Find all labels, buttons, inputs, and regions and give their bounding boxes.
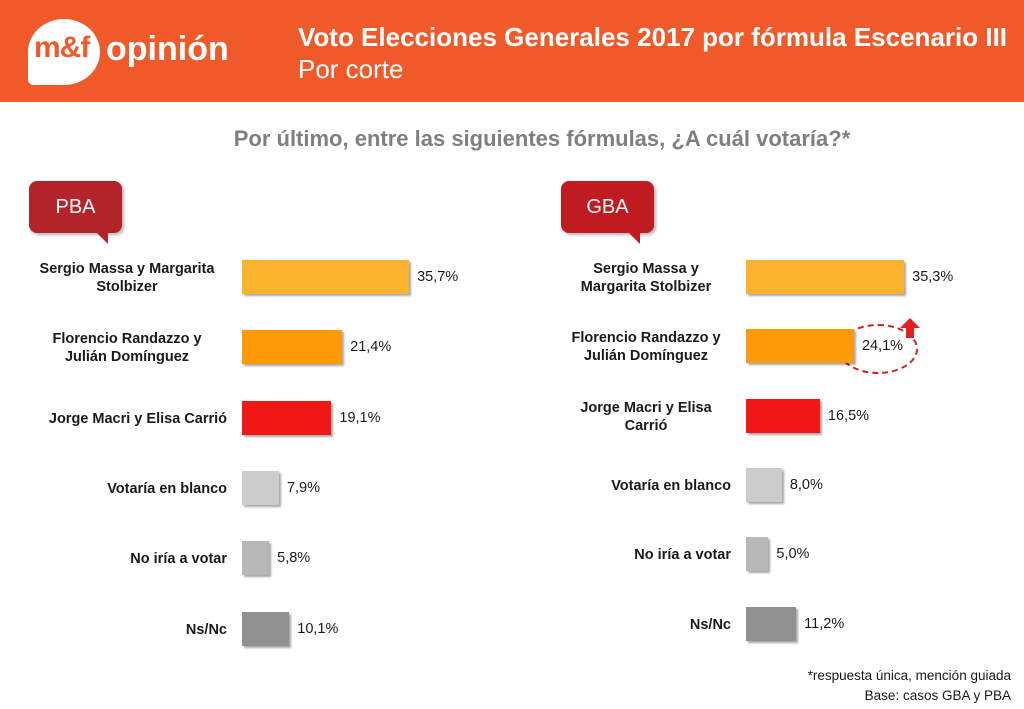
logo-wordmark: opinión [106, 30, 229, 68]
bar-pba-randazzo-dominguez [242, 330, 343, 365]
value-label-pba-en-blanco: 7,9% [286, 479, 321, 496]
page-title: Voto Elecciones Generales 2017 por fórmu… [298, 22, 1008, 52]
category-label-pba-ns-nc: Ns/Nc [185, 621, 227, 638]
chart-gba [0, 240, 500, 660]
up-arrow-icon [900, 318, 920, 338]
header-banner: m&f opinión Voto Elecciones Generales 20… [0, 0, 1024, 102]
value-label-pba-no-votar: 5,8% [277, 550, 311, 567]
bar-gba-no-votar [746, 537, 769, 572]
value-label-pba-macri-carrio: 19,1% [339, 409, 381, 426]
category-label-gba-no-votar: No iría a votar [634, 547, 731, 564]
bar-pba-macri-carrio [242, 400, 332, 435]
bar-gba-macri-carrio [746, 398, 820, 433]
category-label-pba-randazzo-dominguez: Florencio Randazzo y Julián Domínguez [52, 331, 202, 366]
logo-mf: m&f [34, 31, 90, 64]
tag-gba: GBA [561, 181, 654, 244]
category-label-pba-no-votar: No iría a votar [130, 551, 227, 568]
category-label-gba-massa-stolbizer: Sergio Massa y Margarita Stolbizer [580, 261, 712, 295]
value-label-gba-massa-stolbizer: 35,3% [912, 269, 954, 285]
page-subtitle: Por corte [298, 54, 404, 84]
value-label-gba-ns-nc: 11,2% [804, 615, 845, 632]
category-label-pba-massa-stolbizer: Sergio Massa y Margarita Stolbizer [39, 261, 215, 295]
footnote-base: Base: casos GBA y PBA [864, 688, 1011, 703]
bar-gba-randazzo-dominguez [746, 329, 854, 364]
category-label-gba-en-blanco: Votaría en blanco [611, 477, 731, 494]
survey-question: Por último, entre las siguientes fórmula… [233, 126, 851, 151]
bar-gba-massa-stolbizer [746, 260, 905, 294]
category-label-pba-en-blanco: Votaría en blanco [107, 480, 227, 497]
value-label-pba-randazzo-dominguez: 21,4% [350, 339, 392, 356]
value-label-gba-randazzo-dominguez: 24,1% [861, 338, 904, 355]
tag-pba: PBA [29, 181, 122, 244]
value-label-pba-massa-stolbizer: 35,7% [417, 269, 459, 285]
value-label-pba-ns-nc: 10,1% [297, 620, 339, 637]
category-label-pba-macri-carrio: Jorge Macri y Elisa Carrió [48, 410, 227, 427]
value-label-gba-macri-carrio: 16,5% [827, 407, 870, 424]
category-label-gba-randazzo-dominguez: Florencio Randazzo y Julián Domínguez [571, 330, 721, 365]
bar-pba-ns-nc [242, 611, 290, 646]
bar-pba-en-blanco [242, 470, 279, 505]
category-label-gba-macri-carrio: Jorge Macri y Elisa Carrió [580, 399, 712, 434]
footnote-response: *respuesta única, mención guiada [807, 668, 1011, 683]
bar-pba-massa-stolbizer [242, 260, 410, 294]
logo-badge [28, 19, 100, 85]
value-label-gba-no-votar: 5,0% [776, 546, 810, 563]
bar-pba-no-votar [242, 541, 270, 576]
bar-gba-ns-nc [746, 606, 797, 641]
bar-gba-en-blanco [746, 467, 782, 502]
value-label-gba-en-blanco: 8,0% [789, 476, 823, 493]
category-label-gba-ns-nc: Ns/Nc [689, 616, 731, 633]
